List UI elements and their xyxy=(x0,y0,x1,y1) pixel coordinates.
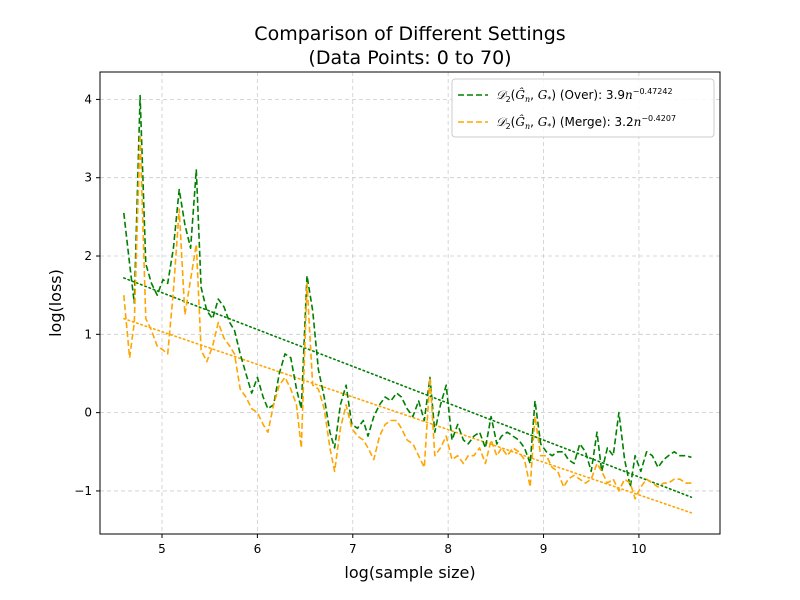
legend-entry-merge: 𝒟2(Ĝn, G*) (Merge): 3.2n−0.4207 xyxy=(496,113,676,131)
legend-entry-over: 𝒟2(Ĝn, G*) (Over): 3.9n−0.47242 xyxy=(496,86,673,104)
series-line-merge xyxy=(123,133,692,500)
x-tick-label: 8 xyxy=(444,542,452,556)
y-tick-label: 1 xyxy=(84,327,92,341)
chart-title-line1: Comparison of Different Settings xyxy=(254,23,565,45)
y-tick-label: −1 xyxy=(74,484,92,498)
x-tick-label: 10 xyxy=(631,542,646,556)
plot-frame xyxy=(99,71,721,535)
y-tick-label: 3 xyxy=(84,171,92,185)
chart-title: Comparison of Different Settings (Data P… xyxy=(254,23,565,69)
legend-box xyxy=(451,78,715,138)
plot-background xyxy=(100,72,720,534)
series-line-over xyxy=(123,94,692,488)
legend: 𝒟2(Ĝn, G*) (Over): 3.9n−0.47242 𝒟2(Ĝn, G… xyxy=(451,78,715,138)
data-series xyxy=(123,94,692,500)
y-axis-ticks: −1 0 1 2 3 4 xyxy=(74,92,100,498)
chart-title-line2: (Data Points: 0 to 70) xyxy=(308,47,511,69)
x-axis-label: log(sample size) xyxy=(344,563,475,582)
legend-exponent-merge: −0.4207 xyxy=(641,114,676,123)
x-axis-ticks: 5 6 7 8 9 10 xyxy=(158,534,647,556)
legend-label-merge: (Merge): 3.2 xyxy=(560,115,634,129)
y-tick-label: 0 xyxy=(84,406,92,420)
legend-exponent-over: −0.47242 xyxy=(633,87,673,96)
y-tick-label: 4 xyxy=(84,92,92,106)
y-axis-label: log(loss) xyxy=(46,269,65,337)
trend-line-1 xyxy=(123,317,693,514)
x-tick-label: 6 xyxy=(254,542,262,556)
x-tick-label: 5 xyxy=(158,542,166,556)
x-tick-label: 7 xyxy=(349,542,357,556)
legend-label-over: (Over): 3.9 xyxy=(560,88,625,102)
y-tick-label: 2 xyxy=(84,249,92,263)
x-tick-label: 9 xyxy=(540,542,548,556)
trend-lines xyxy=(123,277,693,514)
